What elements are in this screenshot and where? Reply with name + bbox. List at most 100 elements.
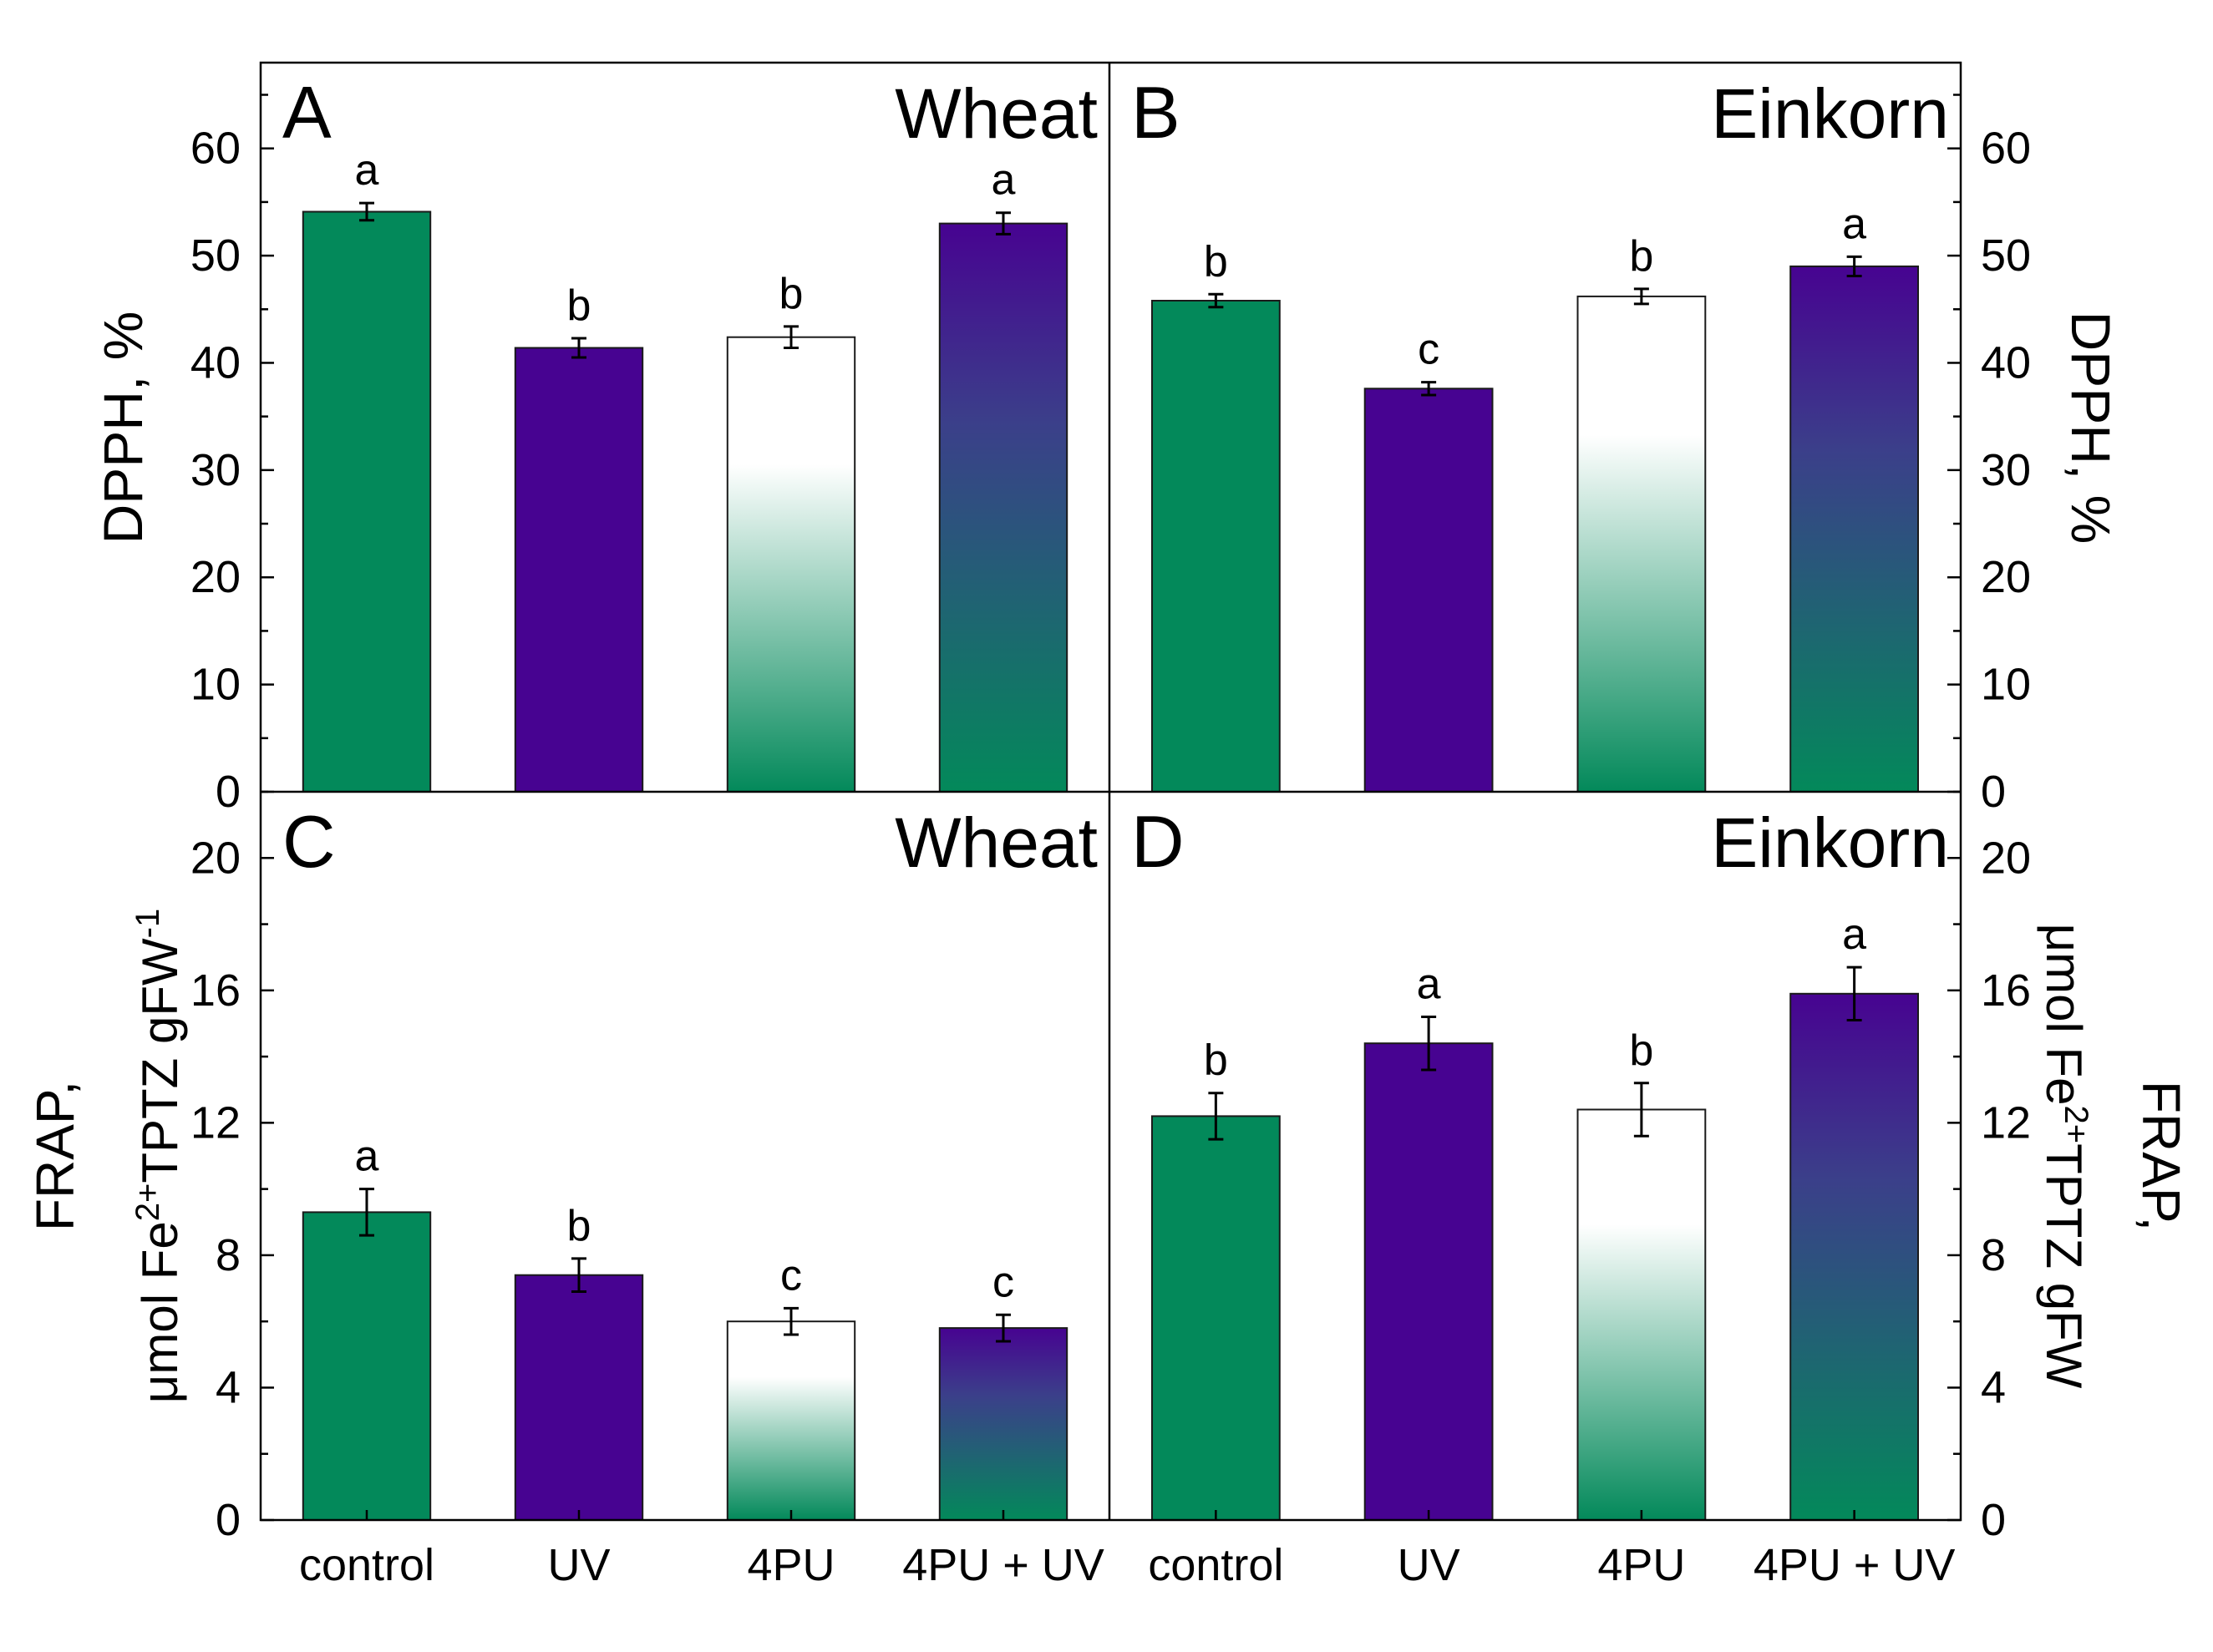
y-axis-title-d-part-2: 2+ xyxy=(2058,1106,2094,1144)
significance-letter-b-2: c xyxy=(1418,326,1439,374)
x-tick-label-d-2: UV xyxy=(1398,1540,1460,1590)
x-tick-label-d-3: 4PU xyxy=(1597,1540,1685,1590)
y-axis-title-d-line2: μmol Fe2+TPTZ gFW xyxy=(2036,924,2094,1389)
panel-label-b: B xyxy=(1131,71,1180,154)
bar-d-2 xyxy=(1363,1042,1494,1521)
significance-letter-d-3: b xyxy=(1629,1026,1653,1075)
y-tick-label-a-40: 40 xyxy=(190,337,241,388)
error-bar-d-1 xyxy=(1208,1092,1224,1141)
error-bar-d-2 xyxy=(1421,1016,1437,1072)
y-tick-label-b-50: 50 xyxy=(1981,231,2031,281)
y-tick-label-a-10: 10 xyxy=(190,660,241,710)
x-tick-label-c-2: UV xyxy=(547,1540,610,1590)
significance-letter-a-2: b xyxy=(567,281,591,330)
y-tick-label-c-16: 16 xyxy=(190,965,241,1016)
y-tick-label-c-8: 8 xyxy=(216,1230,241,1280)
error-bar-c-3 xyxy=(784,1306,799,1336)
y-axis-title-c-part-2: 2+ xyxy=(129,1183,166,1222)
bar-b-4 xyxy=(1789,265,1919,793)
error-bar-a-2 xyxy=(571,337,586,359)
x-tick-label-c-4: 4PU + UV xyxy=(902,1540,1104,1590)
y-tick-label-c-0: 0 xyxy=(216,1495,241,1545)
error-bar-c-2 xyxy=(571,1257,586,1294)
y-tick-label-b-30: 30 xyxy=(1981,445,2031,495)
error-bar-b-3 xyxy=(1633,287,1649,306)
bar-d-3 xyxy=(1576,1108,1707,1521)
y-tick-label-c-4: 4 xyxy=(216,1362,241,1412)
y-axis-title-d-part-1: μmol Fe xyxy=(2036,924,2092,1106)
y-axis-title-a: DPPH, % xyxy=(92,312,154,545)
y-axis-title-c-line1: FRAP, xyxy=(25,1081,85,1231)
bar-a-3 xyxy=(726,336,856,793)
y-tick-label-b-40: 40 xyxy=(1981,337,2031,388)
y-axis-title-c-part-1: μmol Fe xyxy=(132,1221,188,1403)
y-tick-label-c-12: 12 xyxy=(190,1097,241,1148)
y-tick-label-a-60: 60 xyxy=(190,124,241,174)
bar-a-4 xyxy=(938,222,1068,793)
panel-title-a: Wheat xyxy=(895,74,1098,153)
y-tick-label-d-8: 8 xyxy=(1981,1230,2006,1280)
error-bar-d-3 xyxy=(1633,1082,1649,1138)
y-tick-label-d-20: 20 xyxy=(1981,833,2031,883)
panel-label-c: C xyxy=(282,800,336,883)
significance-letter-b-1: b xyxy=(1204,237,1228,286)
y-tick-label-a-0: 0 xyxy=(216,767,241,817)
x-tick-label-c-3: 4PU xyxy=(747,1540,835,1590)
y-axis-title-c-part-3: TPTZ gFW xyxy=(132,938,188,1183)
y-tick-label-a-50: 50 xyxy=(190,231,241,281)
bar-b-2 xyxy=(1363,388,1494,793)
y-tick-label-d-16: 16 xyxy=(1981,965,2031,1016)
panel-title-c: Wheat xyxy=(895,803,1098,882)
y-tick-label-a-30: 30 xyxy=(190,445,241,495)
significance-letter-c-2: b xyxy=(567,1202,591,1250)
error-bar-b-4 xyxy=(1846,255,1862,277)
y-tick-label-d-12: 12 xyxy=(1981,1097,2031,1148)
y-axis-title-c-line2: μmol Fe2+TPTZ gFW-1 xyxy=(129,909,188,1403)
significance-letter-b-3: b xyxy=(1629,232,1653,281)
panel-title-b: Einkorn xyxy=(1711,74,1949,153)
y-tick-label-c-20: 20 xyxy=(190,833,241,883)
significance-letter-b-4: a xyxy=(1842,200,1866,248)
panel-label-d: D xyxy=(1131,800,1185,883)
significance-letter-d-2: a xyxy=(1417,960,1441,1009)
bar-a-2 xyxy=(514,347,644,793)
significance-letter-a-3: b xyxy=(779,270,804,318)
y-axis-title-d-part-3: TPTZ gFW xyxy=(2036,1143,2092,1389)
y-tick-label-a-20: 20 xyxy=(190,552,241,602)
significance-letter-d-1: b xyxy=(1204,1036,1228,1085)
y-tick-label-b-0: 0 xyxy=(1981,767,2006,817)
panel-label-a: A xyxy=(282,71,332,154)
y-axis-title-d-line1: FRAP, xyxy=(2131,1081,2191,1231)
bar-c-4 xyxy=(938,1327,1068,1521)
error-bar-b-1 xyxy=(1208,292,1224,309)
y-axis-title-b: DPPH, % xyxy=(2060,312,2122,545)
significance-letter-c-4: c xyxy=(992,1258,1014,1306)
x-tick-label-d-1: control xyxy=(1148,1540,1283,1590)
error-bar-a-4 xyxy=(996,211,1011,236)
error-bar-c-4 xyxy=(996,1313,1011,1343)
y-tick-label-d-4: 4 xyxy=(1981,1362,2006,1412)
bar-a-1 xyxy=(302,210,432,793)
bar-b-3 xyxy=(1576,295,1707,793)
y-tick-label-b-60: 60 xyxy=(1981,124,2031,174)
bar-c-2 xyxy=(514,1274,644,1521)
error-bar-a-1 xyxy=(359,201,374,222)
significance-letter-a-4: a xyxy=(992,156,1016,205)
bar-d-1 xyxy=(1151,1115,1281,1522)
y-axis-title-c-part-4: -1 xyxy=(129,909,166,939)
significance-letter-d-4: a xyxy=(1842,910,1866,959)
significance-letter-c-3: c xyxy=(780,1251,802,1300)
y-tick-label-d-0: 0 xyxy=(1981,1495,2006,1545)
error-bar-d-4 xyxy=(1846,965,1862,1021)
y-tick-label-b-20: 20 xyxy=(1981,552,2031,602)
bar-b-1 xyxy=(1151,300,1281,793)
bar-c-3 xyxy=(726,1320,856,1521)
x-tick-label-c-1: control xyxy=(299,1540,434,1590)
bar-c-1 xyxy=(302,1211,432,1522)
x-tick-label-d-4: 4PU + UV xyxy=(1754,1540,1956,1590)
panel-title-d: Einkorn xyxy=(1711,803,1949,882)
error-bar-a-3 xyxy=(784,325,799,349)
